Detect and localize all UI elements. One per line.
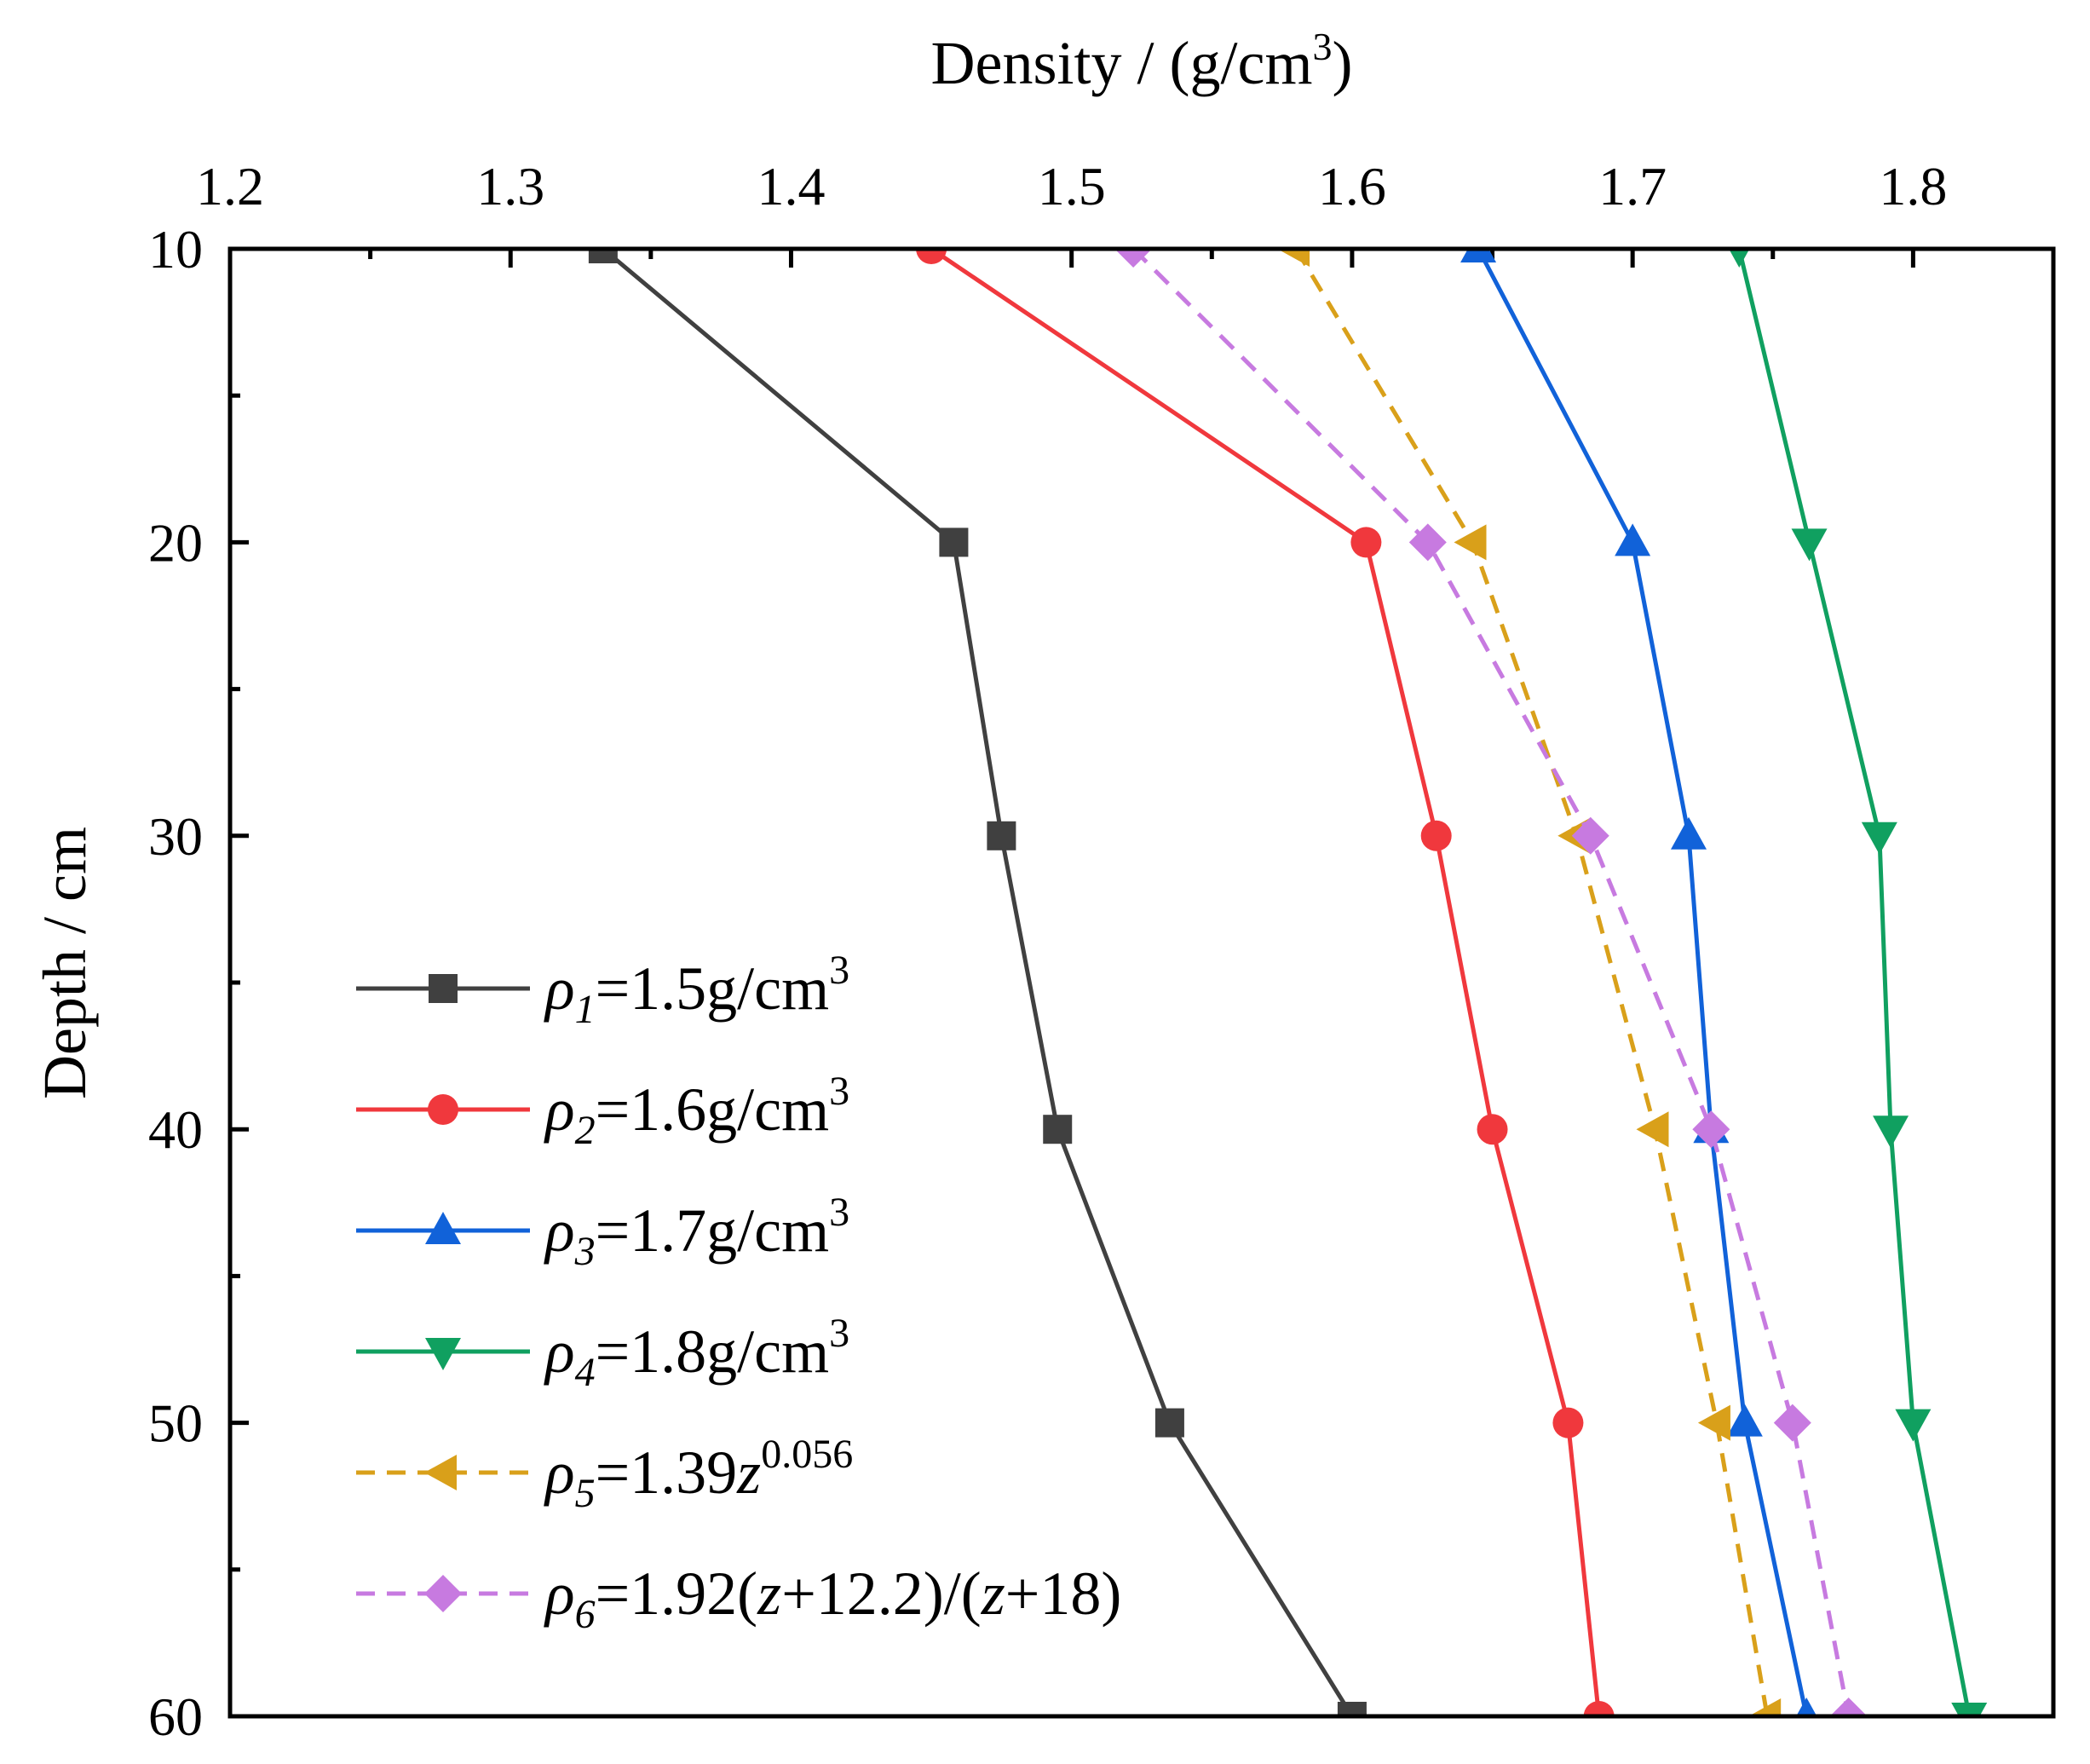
data-point-s1 xyxy=(1154,1408,1184,1438)
data-point-s6 xyxy=(1692,1110,1730,1149)
x-tick-label: 1.4 xyxy=(757,156,825,216)
x-axis-ticks: 1.2 1.3 1.4 1.5 1.6 1.7 1.8 xyxy=(196,156,1947,268)
data-point-s3 xyxy=(1796,1698,1817,1716)
data-point-s2 xyxy=(916,249,947,264)
y-axis-ticks: 10 20 30 40 50 60 xyxy=(148,219,249,1747)
series-line-s1 xyxy=(602,249,1355,1716)
data-point-s1 xyxy=(987,821,1016,850)
data-point-s2 xyxy=(1420,820,1452,851)
y-tick-label: 60 xyxy=(148,1686,203,1747)
x-tick-label: 1.7 xyxy=(1598,156,1667,216)
plot-frame xyxy=(227,246,2056,1719)
series-line-s2 xyxy=(930,249,1602,1716)
y-tick-label: 50 xyxy=(148,1393,203,1454)
x-tick-label: 1.3 xyxy=(476,156,544,216)
data-point-s4 xyxy=(1895,1409,1932,1442)
data-point-s2 xyxy=(1583,1701,1615,1716)
data-point-s1 xyxy=(1043,1115,1073,1144)
legend-label-s1: ρ1=1.5g/cm3 xyxy=(544,948,849,1032)
data-point-s1 xyxy=(939,527,969,557)
x-tick-label: 1.6 xyxy=(1318,156,1386,216)
legend-item-s6: ρ6=1.92(z+12.2)/(z+18) xyxy=(356,1559,1121,1637)
series-layer xyxy=(588,249,1988,1716)
legend-label-s5: ρ5=1.39z0.056 xyxy=(544,1432,853,1516)
data-point-s5 xyxy=(1748,1698,1782,1716)
x-tick-label: 1.8 xyxy=(1879,156,1947,216)
y-tick-label: 20 xyxy=(148,512,203,573)
data-point-s6 xyxy=(1408,523,1447,562)
x-tick-label: 1.2 xyxy=(196,156,264,216)
data-point-s6 xyxy=(1571,816,1609,855)
legend-marker-s5 xyxy=(424,1455,457,1490)
y-tick-label: 30 xyxy=(148,806,203,867)
legend-label-s6: ρ6=1.92(z+12.2)/(z+18) xyxy=(544,1559,1121,1637)
y-tick-label: 10 xyxy=(148,219,203,280)
data-point-s5 xyxy=(1454,524,1487,561)
data-point-s4 xyxy=(1951,1703,1988,1716)
data-point-s3 xyxy=(1615,523,1651,556)
series-line-s4 xyxy=(1736,249,1972,1716)
series-s2 xyxy=(916,249,1615,1716)
data-point-s4 xyxy=(1791,528,1828,562)
legend-label-s4: ρ4=1.8g/cm3 xyxy=(544,1311,849,1395)
legend-item-s5: ρ5=1.39z0.056 xyxy=(356,1432,853,1516)
data-point-s2 xyxy=(1552,1407,1584,1438)
data-point-s4 xyxy=(1861,821,1897,855)
series-line-s6 xyxy=(1131,249,1851,1716)
legend: ρ1=1.5g/cm3 ρ2=1.6g/cm3 ρ3=1.7g/cm3 ρ4=1.8g… xyxy=(356,948,1121,1637)
series-s1 xyxy=(588,249,1367,1716)
legend-item-s2: ρ2=1.6g/cm3 xyxy=(356,1069,849,1153)
data-point-s1 xyxy=(588,249,618,263)
data-point-s5 xyxy=(1636,1111,1669,1148)
legend-item-s1: ρ1=1.5g/cm3 xyxy=(356,948,849,1032)
data-point-s5 xyxy=(1277,249,1310,267)
x-tick-label: 1.5 xyxy=(1038,156,1106,216)
data-point-s5 xyxy=(1697,1404,1730,1441)
data-point-s4 xyxy=(1729,249,1750,268)
y-tick-label: 40 xyxy=(148,1099,203,1160)
data-point-s2 xyxy=(1350,527,1382,558)
data-point-s6 xyxy=(1829,1698,1868,1716)
data-point-s3 xyxy=(1726,1404,1763,1437)
legend-marker-s1 xyxy=(429,974,458,1003)
series-line-s3 xyxy=(1476,249,1809,1716)
data-point-s6 xyxy=(1773,1404,1811,1442)
legend-label-s3: ρ3=1.7g/cm3 xyxy=(544,1190,849,1274)
legend-marker-s2 xyxy=(428,1094,458,1125)
legend-label-s2: ρ2=1.6g/cm3 xyxy=(544,1069,849,1153)
legend-marker-s3 xyxy=(425,1212,461,1244)
y-axis-title: Depth / cm xyxy=(31,827,99,1099)
data-point-s1 xyxy=(1337,1702,1367,1716)
data-point-s3 xyxy=(1460,249,1497,262)
legend-item-s4: ρ4=1.8g/cm3 xyxy=(356,1311,849,1395)
series-s6 xyxy=(1114,249,1868,1716)
data-point-s3 xyxy=(1671,816,1707,850)
legend-item-s3: ρ3=1.7g/cm3 xyxy=(356,1190,849,1274)
data-point-s4 xyxy=(1873,1115,1909,1149)
legend-marker-s6 xyxy=(424,1575,462,1612)
series-s4 xyxy=(1729,249,1988,1716)
x-axis-title: Density / (g/cm3) xyxy=(931,25,1353,97)
legend-marker-s4 xyxy=(425,1338,461,1370)
data-point-s6 xyxy=(1114,249,1153,268)
series-line-s5 xyxy=(1293,249,1770,1716)
data-point-s2 xyxy=(1477,1114,1508,1145)
